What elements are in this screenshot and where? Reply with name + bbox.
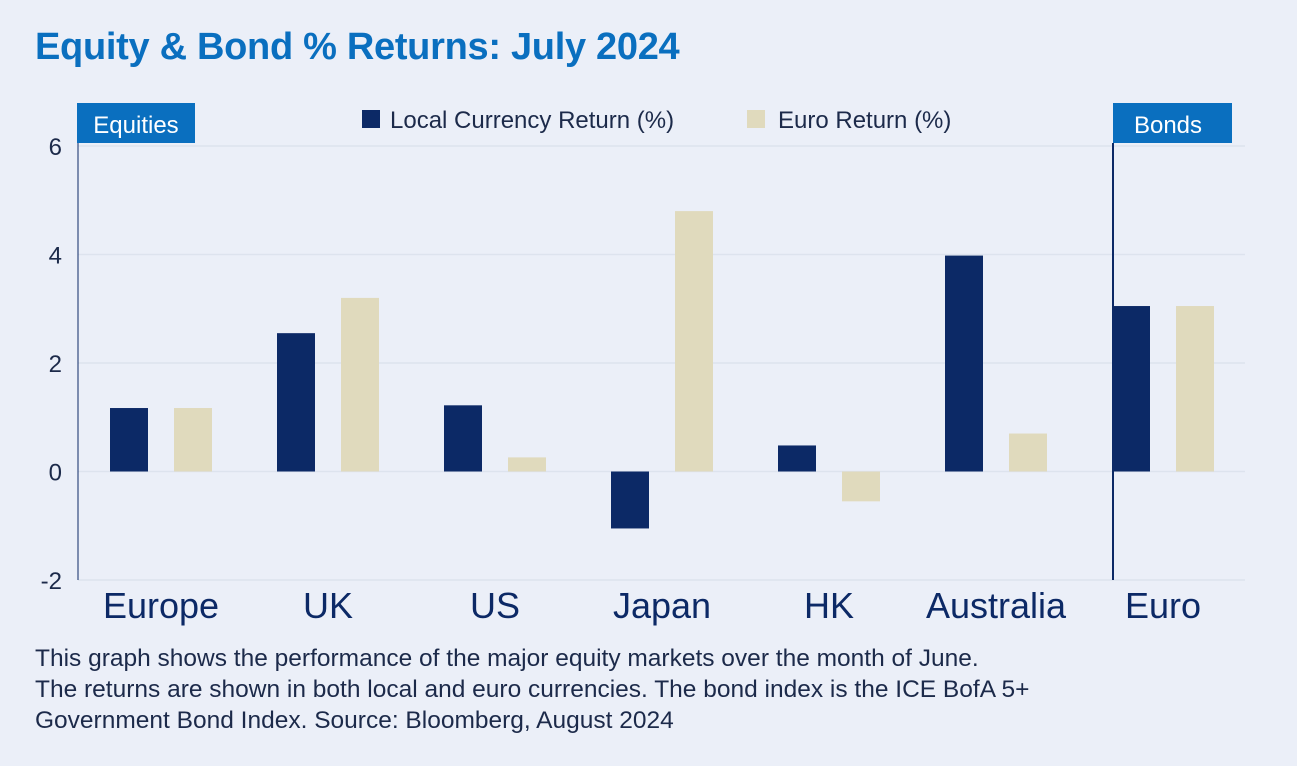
y-tick-label: -2 bbox=[41, 568, 62, 595]
chart-title: Equity & Bond % Returns: July 2024 bbox=[35, 26, 680, 68]
x-category-label: UK bbox=[303, 585, 353, 626]
y-tick-label: 0 bbox=[49, 460, 62, 487]
legend: Local Currency Return (%) Euro Return (%… bbox=[362, 107, 951, 134]
bar-local bbox=[1112, 306, 1150, 472]
caption-line-2: The returns are shown in both local and … bbox=[35, 676, 1030, 703]
axes: -2 0 2 4 6 Europe UK US Japan HK Australia Euro bbox=[41, 134, 1201, 626]
y-tick-label: 6 bbox=[49, 134, 62, 161]
equities-label-box bbox=[77, 103, 195, 143]
equities-label-text: Equities bbox=[93, 112, 178, 139]
bar-local bbox=[110, 408, 148, 472]
bar-local bbox=[945, 255, 983, 472]
bonds-label-box bbox=[1113, 103, 1232, 143]
bar-euro bbox=[508, 457, 546, 472]
legend-swatch-local bbox=[362, 110, 380, 128]
caption-line-1: This graph shows the performance of the … bbox=[35, 645, 979, 672]
chart: -2 0 2 4 6 Europe UK US Japan HK Australia Euro Equ… bbox=[41, 103, 1245, 626]
legend-label-euro: Euro Return (%) bbox=[778, 107, 951, 134]
bar-local bbox=[611, 471, 649, 529]
bar-local bbox=[444, 405, 482, 472]
bonds-label: Bonds bbox=[1113, 103, 1232, 143]
x-category-label: Japan bbox=[613, 585, 711, 626]
bar-euro bbox=[675, 211, 713, 472]
legend-label-local: Local Currency Return (%) bbox=[390, 107, 674, 134]
bar-euro bbox=[174, 408, 212, 472]
bar-euro bbox=[1176, 306, 1214, 472]
bar-local bbox=[778, 445, 816, 472]
x-category-label: US bbox=[470, 585, 520, 626]
bar-euro bbox=[341, 297, 379, 472]
bar-local bbox=[277, 333, 315, 472]
y-tick-label: 4 bbox=[49, 243, 62, 270]
y-tick-label: 2 bbox=[49, 351, 62, 378]
bar-euro bbox=[1009, 433, 1047, 472]
x-category-label: Australia bbox=[926, 585, 1067, 626]
bar-euro bbox=[842, 471, 880, 502]
x-category-label: HK bbox=[804, 585, 854, 626]
bars bbox=[110, 211, 1214, 529]
gridlines bbox=[78, 145, 1245, 581]
legend-swatch-euro bbox=[747, 110, 765, 128]
equities-label: Equities bbox=[77, 103, 195, 143]
bonds-label-text: Bonds bbox=[1134, 112, 1202, 139]
x-category-label: Europe bbox=[103, 585, 219, 626]
caption-line-3: Government Bond Index. Source: Bloomberg… bbox=[35, 707, 674, 734]
chart-caption: This graph shows the performance of the … bbox=[35, 643, 1235, 736]
x-category-label: Euro bbox=[1125, 585, 1201, 626]
